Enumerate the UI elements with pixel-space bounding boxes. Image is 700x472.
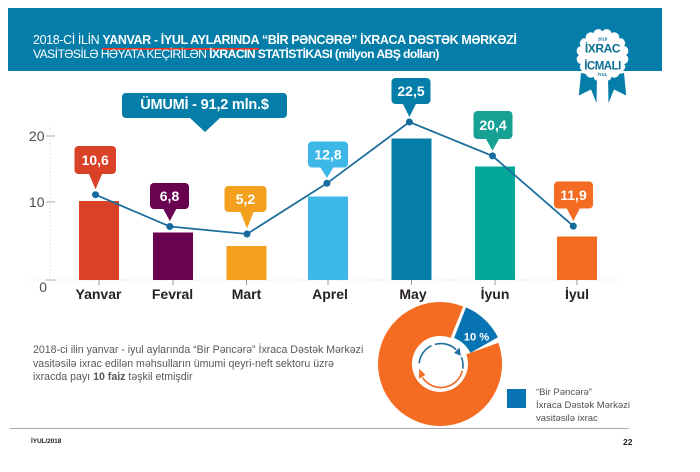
svg-text:20: 20 xyxy=(29,128,45,144)
svg-text:Aprel: Aprel xyxy=(312,286,348,302)
svg-text:Mart: Mart xyxy=(232,286,262,302)
svg-text:Fevral: Fevral xyxy=(152,286,193,302)
svg-text:İCMALI: İCMALI xyxy=(584,60,621,73)
svg-text:11,9: 11,9 xyxy=(560,187,587,203)
svg-text:0: 0 xyxy=(39,279,47,295)
svg-text:12,8: 12,8 xyxy=(314,147,341,163)
svg-text:6,8: 6,8 xyxy=(160,188,180,204)
svg-text:5,2: 5,2 xyxy=(236,191,256,207)
svg-text:22,5: 22,5 xyxy=(397,83,424,99)
svg-text:10,6: 10,6 xyxy=(82,152,109,168)
svg-text:Yanvar: Yanvar xyxy=(76,286,122,302)
svg-text:İYUL: İYUL xyxy=(598,72,608,77)
svg-text:May: May xyxy=(399,286,426,302)
svg-text:İXRAC: İXRAC xyxy=(585,41,621,56)
svg-text:2018: 2018 xyxy=(598,37,608,42)
svg-text:İyul: İyul xyxy=(565,286,589,302)
svg-text:10 %: 10 % xyxy=(464,332,490,344)
svg-text:İyun: İyun xyxy=(481,286,510,302)
svg-text:20,4: 20,4 xyxy=(479,117,506,133)
svg-text:10: 10 xyxy=(29,194,45,210)
